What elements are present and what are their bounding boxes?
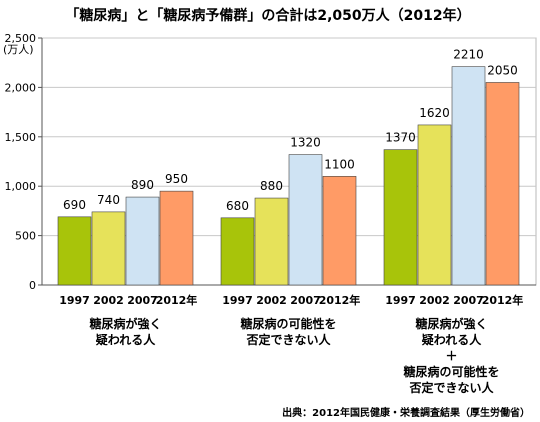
x-tick-label: 2007: [453, 294, 484, 307]
bar: [288, 154, 323, 286]
data-label: 880: [260, 179, 283, 193]
x-tick-label: 2012年: [156, 293, 198, 307]
bar: [322, 176, 357, 286]
data-label: 690: [63, 198, 86, 212]
x-tick-label: 1997: [385, 294, 416, 307]
x-tick-label: 2012年: [482, 293, 524, 307]
source-note: 出典：2012年国民健康・栄養調査結果（厚生労働省）: [282, 406, 530, 419]
bar: [57, 216, 92, 286]
y-tick-label: 500: [15, 230, 36, 243]
group-label-line: 糖尿病の可能性を: [403, 364, 499, 379]
group-label-line: 糖尿病が強く: [89, 316, 161, 331]
bar: [220, 217, 255, 286]
x-tick-label: 2002: [93, 294, 124, 307]
data-label: 1320: [290, 136, 321, 150]
data-label: 2050: [487, 63, 518, 77]
group-label-line: 疑われる人: [96, 332, 156, 347]
group-label-line: 否定できない人: [245, 332, 331, 347]
group-label-line: 糖尿病が強く: [415, 316, 487, 331]
data-label: 950: [165, 172, 188, 186]
data-label: 1370: [385, 131, 416, 145]
x-tick-label: 2002: [256, 294, 287, 307]
group-label-line: ＋: [445, 349, 457, 363]
y-tick-label: 1,500: [5, 131, 37, 144]
y-axis-unit-label: (万人): [3, 43, 34, 56]
bar: [451, 66, 486, 286]
data-label: 740: [97, 193, 120, 207]
bar: [159, 190, 194, 286]
x-tick-label: 2007: [290, 294, 321, 307]
bar: [485, 82, 520, 286]
x-tick-label: 1997: [59, 294, 90, 307]
x-tick-label: 1997: [222, 294, 253, 307]
bar: [254, 197, 289, 286]
data-label: 1620: [419, 106, 450, 120]
group-label-line: 糖尿病の可能性を: [240, 316, 336, 331]
y-tick-label: 0: [29, 279, 36, 292]
bar: [91, 211, 126, 286]
y-tick-label: 1,000: [5, 180, 37, 193]
data-label: 1100: [324, 157, 355, 171]
bar: [417, 124, 452, 286]
y-tick-label: 2,500: [5, 32, 37, 45]
data-label: 890: [131, 178, 154, 192]
bar: [125, 196, 160, 286]
x-tick-label: 2002: [419, 294, 450, 307]
group-label-line: 否定できない人: [408, 380, 494, 395]
x-tick-label: 2007: [127, 294, 158, 307]
x-tick-label: 2012年: [319, 293, 361, 307]
y-tick-label: 2,000: [5, 81, 37, 94]
chart-title: 「糖尿病」と「糖尿病予備群」の合計は2,050万人（2012年）: [65, 7, 470, 24]
bar: [383, 149, 418, 286]
group-label-line: 疑われる人: [422, 332, 482, 347]
data-label: 2210: [453, 48, 484, 62]
data-label: 680: [226, 199, 249, 213]
